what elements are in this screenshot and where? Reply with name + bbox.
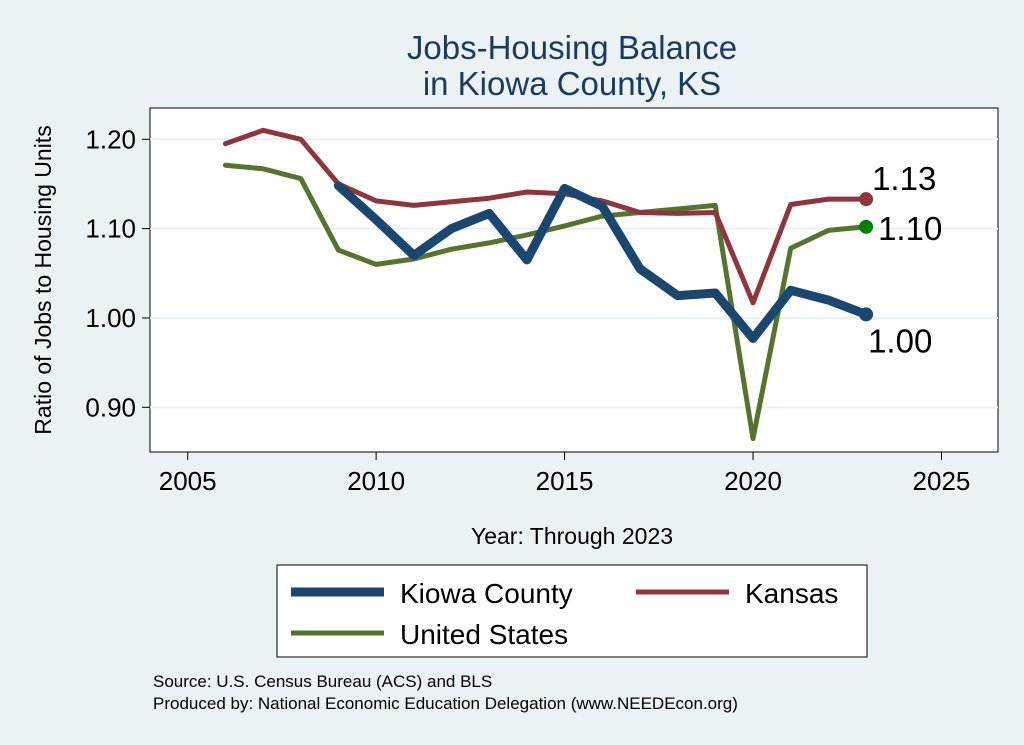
end-marker-kansas [859, 192, 874, 207]
y-tick-label: 1.00 [85, 303, 136, 333]
producer-note: Produced by: National Economic Education… [153, 694, 738, 713]
source-note: Source: U.S. Census Bureau (ACS) and BLS [153, 672, 492, 691]
legend-label-kiowa-county: Kiowa County [400, 578, 573, 609]
x-tick-label: 2015 [536, 466, 594, 496]
y-axis-label: Ratio of Jobs to Housing Units [30, 125, 56, 434]
chart-title-line-2: in Kiowa County, KS [423, 65, 721, 102]
series-layer [222, 127, 871, 442]
legend-label-united-states: United States [400, 619, 568, 650]
axis-ticks: 0.90 1.00 1.10 1.20 2005 2010 2015 2020 2025 [85, 124, 970, 496]
legend-box [276, 564, 868, 658]
y-tick-label: 1.10 [85, 214, 136, 244]
x-tick-label: 2020 [724, 466, 782, 496]
series-line-kiowa-county [333, 181, 871, 343]
y-tick-label: 0.90 [85, 392, 136, 422]
end-label-kansas: 1.13 [872, 160, 936, 197]
x-tick-label: 2025 [913, 466, 971, 496]
x-tick-label: 2010 [347, 466, 405, 496]
end-label-kiowa-county: 1.00 [868, 322, 932, 359]
y-tick-label: 1.20 [85, 124, 136, 154]
plot-area [149, 107, 999, 453]
x-tick-label: 2005 [159, 466, 217, 496]
end-label-united-states: 1.10 [878, 210, 942, 247]
legend-label-kansas: Kansas [745, 578, 838, 609]
x-axis-label: Year: Through 2023 [471, 523, 673, 549]
end-labels: 1.00 1.13 1.10 [859, 160, 942, 359]
chart-title-line-1: Jobs-Housing Balance [407, 29, 737, 66]
series-line-kansas [222, 127, 869, 306]
legend: Kiowa County Kansas United States [276, 564, 868, 658]
end-marker-united-states [859, 219, 874, 234]
end-marker-kiowa-county [859, 307, 874, 322]
